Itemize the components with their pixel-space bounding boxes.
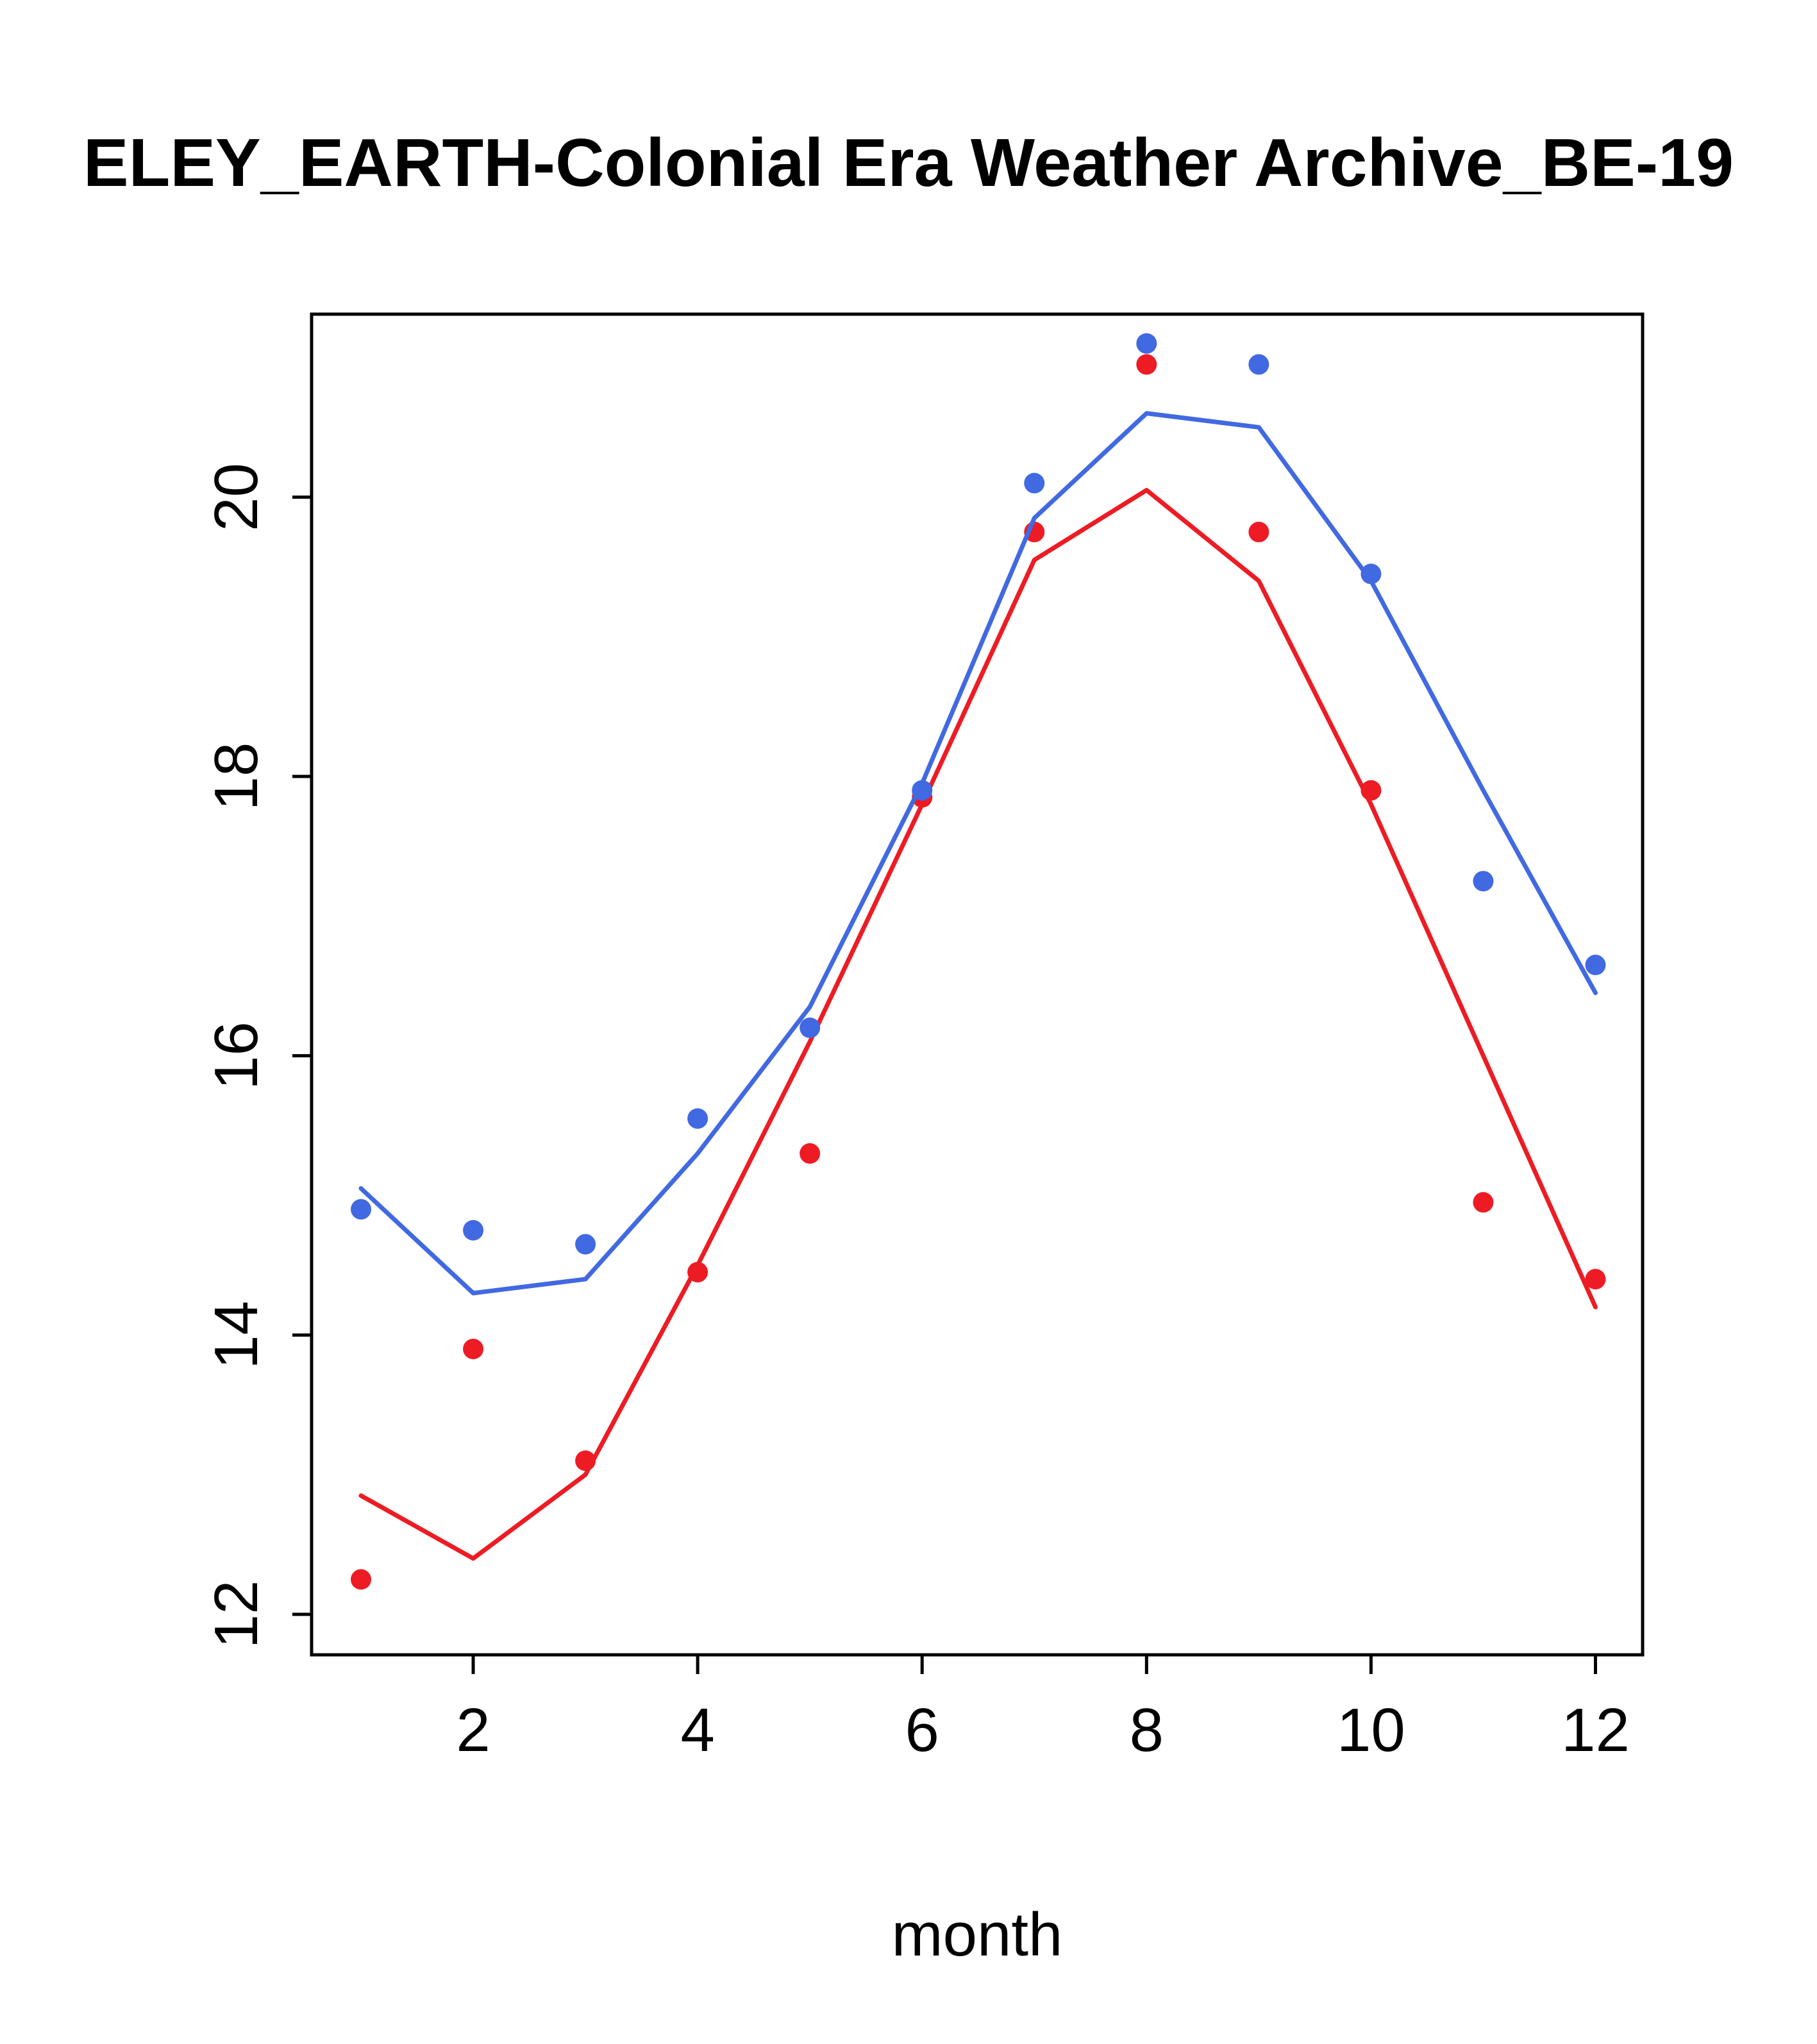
y-tick-label: 16 xyxy=(202,1021,271,1090)
x-tick-label: 10 xyxy=(1337,1696,1405,1764)
y-tick-label: 14 xyxy=(202,1301,271,1370)
plot-area: 2 4 6 8 10 12 12 14 16 18 20 xyxy=(202,312,1645,1764)
chart-title: ELEY_EARTH-Colonial Era Weather Archive_… xyxy=(83,125,1734,201)
x-tick-label: 2 xyxy=(456,1696,490,1764)
data-point-blue-points-observed xyxy=(800,1018,821,1039)
data-point-red-points-observed xyxy=(1585,1269,1606,1290)
data-point-blue-points-observed xyxy=(1361,564,1382,585)
x-tick-label: 6 xyxy=(905,1696,939,1764)
x-tick-label: 4 xyxy=(680,1696,714,1764)
data-point-red-points-observed xyxy=(1136,354,1157,375)
data-point-red-points-observed xyxy=(1361,780,1382,801)
y-tick-label: 12 xyxy=(202,1580,271,1648)
data-point-red-points-observed xyxy=(1473,1192,1494,1213)
data-point-blue-points-observed xyxy=(351,1199,372,1220)
y-tick-label: 20 xyxy=(202,463,271,532)
data-point-red-points-observed xyxy=(463,1338,484,1359)
x-tick-label: 12 xyxy=(1561,1696,1630,1764)
data-point-blue-points-observed xyxy=(1024,473,1045,494)
data-point-blue-points-observed xyxy=(912,780,933,801)
y-tick-label: 18 xyxy=(202,742,271,811)
series-line-blue-line-smoothed xyxy=(358,411,1598,1296)
x-axis-label: month xyxy=(892,1900,1063,1969)
data-point-blue-points-observed xyxy=(1248,354,1269,375)
data-point-blue-points-observed xyxy=(1585,955,1606,976)
series-line-red-line-smoothed xyxy=(358,487,1598,1561)
data-point-blue-points-observed xyxy=(575,1234,596,1255)
data-point-blue-points-observed xyxy=(687,1108,708,1129)
data-point-red-points-observed xyxy=(351,1569,372,1590)
data-point-blue-points-observed xyxy=(463,1219,484,1241)
plot-border xyxy=(310,312,1645,1657)
data-point-blue-points-observed xyxy=(1136,333,1157,354)
x-tick-label: 8 xyxy=(1130,1696,1164,1764)
data-point-blue-points-observed xyxy=(1473,871,1494,892)
data-point-red-points-observed xyxy=(575,1450,596,1471)
data-point-red-points-observed xyxy=(687,1262,708,1283)
data-point-red-points-observed xyxy=(800,1143,821,1164)
data-point-red-points-observed xyxy=(1248,521,1269,542)
